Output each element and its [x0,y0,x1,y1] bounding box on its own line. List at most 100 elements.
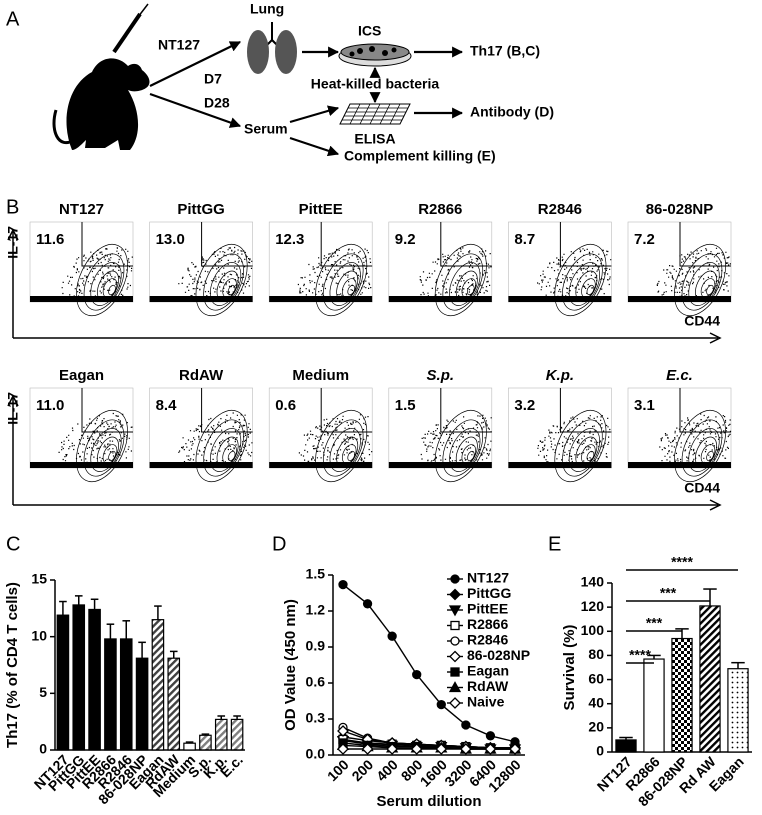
contour [586,450,595,462]
legend-marker [449,650,461,663]
y-axis-label: IL-17 [5,226,21,259]
elisa-label: ELISA [354,131,395,147]
elisa-plate [339,103,411,125]
legend-label: R2846 [467,632,508,648]
bar [643,658,665,753]
contour [681,419,723,477]
antibody-label: Antibody (D) [470,104,554,120]
gate-percent: 7.2 [634,231,655,248]
plot-title: Eagan [59,367,104,384]
mouse-icon [66,58,150,150]
contour [562,253,603,311]
x-axis-label: Serum dilution [377,793,482,810]
plot-title: Medium [292,367,349,384]
contour [688,262,720,306]
legend-marker [448,605,462,617]
y-tick-label: 0.9 [306,638,326,654]
x-tick-label: 200 [348,756,376,784]
legend-label: R2866 [467,616,508,632]
bar [199,734,212,751]
contour [568,428,601,472]
legend-label: PittEE [467,601,508,617]
syringe [112,12,142,54]
marker [338,579,348,590]
plot-title: RdAW [179,367,224,384]
contour [554,409,607,483]
contour [442,419,484,477]
marker [387,631,397,641]
legend-marker [448,681,462,693]
legend-marker [450,667,460,677]
plot-title: K.p. [546,367,574,384]
scatter-dots [178,412,253,468]
contour [347,284,355,296]
contour [674,409,726,483]
plot-title: S.p. [427,367,455,384]
gate [559,388,612,433]
contour [449,428,481,472]
marker [435,743,448,755]
complement-label: Complement killing (E) [344,148,496,164]
bottom-band [628,296,731,302]
y-tick-label: 140 [581,574,605,590]
x-axis-label: CD44 [684,480,720,496]
bar [72,604,86,751]
gate [679,388,731,433]
flow-plot: PittEE 12.3 [268,201,373,317]
arrow [149,41,241,87]
contour [315,409,368,483]
contour [90,428,122,472]
y-axis-label: Th17 (% of CD4 T cells) [4,582,21,748]
contour [562,419,603,477]
th17-label: Th17 (B,C) [470,43,540,59]
y-tick-label: 0 [596,743,604,759]
legend-label: RdAW [467,678,509,694]
significance-label: **** [629,647,651,663]
legend-marker [449,588,461,601]
panel-label: C [6,533,20,555]
bottom-band [149,462,253,468]
gate-percent: 0.6 [275,397,296,414]
gate-percent: 9.2 [395,231,416,248]
flow-plot: E.c. 3.1 [627,367,732,483]
legend-label: Eagan [467,663,509,679]
scatter-dots [537,248,612,302]
marker [361,743,374,755]
flow-plot: Medium 0.6 [268,367,373,483]
gate-percent: 11.6 [36,231,64,248]
contour [108,450,116,462]
gate-percent: 8.7 [514,231,535,248]
plot-title: 86-028NP [646,201,714,218]
axis-arrows [12,232,718,339]
bacteria-label: Heat-killed bacteria [311,76,440,92]
gate [440,222,492,267]
gate-percent: 3.2 [514,397,535,414]
y-tick-label: 1.2 [306,602,326,618]
bar [119,638,133,751]
bottom-band [388,462,492,468]
y-tick-label: 80 [588,646,604,662]
serum-label: Serum [244,121,288,137]
dish-icon [338,43,412,67]
contour [434,409,487,483]
contour [83,253,125,311]
lung-icon [247,22,297,74]
contour [322,419,364,477]
bar [183,742,196,751]
flow-plot: K.p. 3.2 [508,367,612,483]
marker [362,599,373,609]
contour [681,253,723,311]
contour [586,284,595,296]
legend-marker [450,636,460,646]
marker [337,743,349,755]
gate [320,222,373,267]
bottom-band [30,296,133,302]
y-tick-label: 0.3 [306,710,326,726]
marker [485,731,496,741]
y-tick-label: 1.5 [306,566,326,582]
y-axis-label: Survival (%) [561,625,578,711]
panel-label: D [272,533,286,555]
